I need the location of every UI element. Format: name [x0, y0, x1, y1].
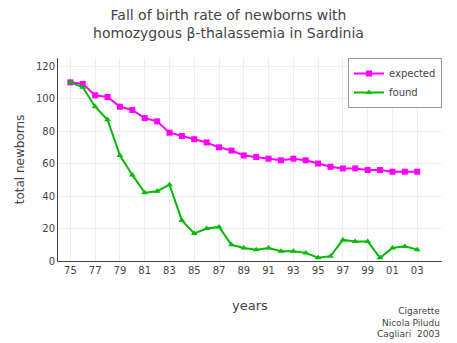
svg-text:found: found	[389, 87, 418, 98]
svg-text:99: 99	[361, 265, 374, 276]
svg-text:years: years	[232, 298, 268, 313]
svg-text:total newborns: total newborns	[13, 115, 27, 205]
svg-text:75: 75	[64, 265, 77, 276]
svg-text:120: 120	[36, 61, 55, 72]
svg-text:85: 85	[188, 265, 201, 276]
svg-text:77: 77	[89, 265, 102, 276]
svg-text:89: 89	[237, 265, 250, 276]
svg-text:80: 80	[42, 126, 55, 137]
svg-text:91: 91	[262, 265, 275, 276]
svg-text:87: 87	[213, 265, 226, 276]
svg-text:20: 20	[42, 223, 55, 234]
svg-text:03: 03	[411, 265, 424, 276]
svg-text:95: 95	[312, 265, 325, 276]
svg-text:79: 79	[114, 265, 127, 276]
svg-text:60: 60	[42, 158, 55, 169]
svg-text:Fall of birth rate of newborns: Fall of birth rate of newborns withhomoz…	[93, 7, 364, 41]
svg-text:expected: expected	[389, 68, 435, 79]
svg-text:40: 40	[42, 191, 55, 202]
svg-text:93: 93	[287, 265, 300, 276]
svg-text:100: 100	[36, 93, 55, 104]
svg-text:01: 01	[386, 265, 399, 276]
svg-text:81: 81	[138, 265, 151, 276]
svg-text:0: 0	[49, 256, 55, 267]
svg-text:97: 97	[337, 265, 350, 276]
svg-text:CigaretteNicola PiluduCagliari: CigaretteNicola PiluduCagliari 2003	[377, 306, 440, 339]
svg-text:83: 83	[163, 265, 176, 276]
